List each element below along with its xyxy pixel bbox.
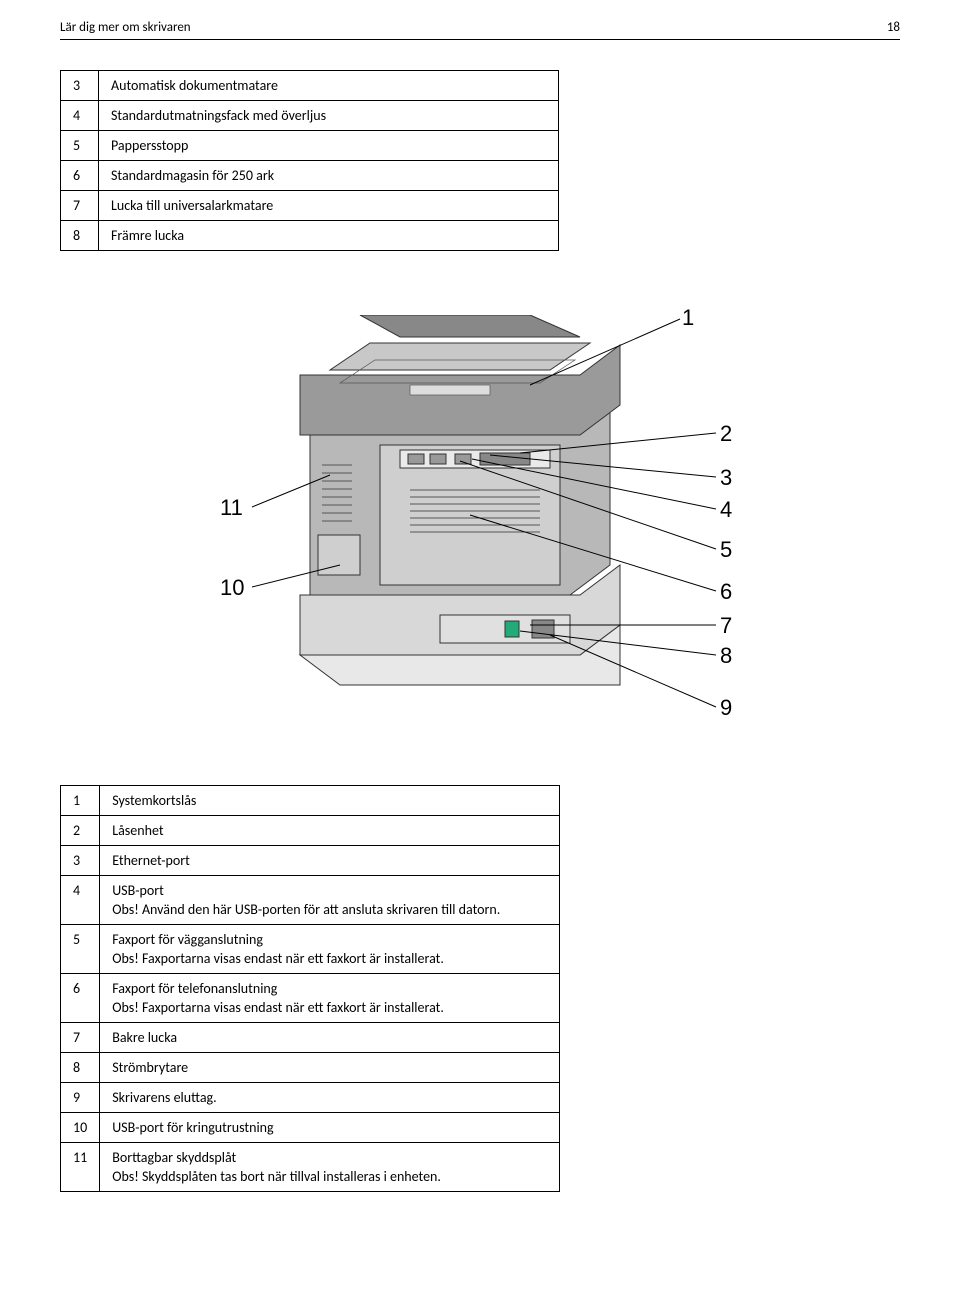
row-desc: Främre lucka xyxy=(99,221,559,251)
table-row: 7 Bakre lucka xyxy=(61,1023,560,1053)
row-desc: Faxport för telefonanslutning Obs! Faxpo… xyxy=(100,974,560,1023)
table-row: 11 Borttagbar skyddsplåt Obs! Skyddsplåt… xyxy=(61,1143,560,1192)
printer-diagram: 1 2 3 4 5 6 7 8 9 10 11 xyxy=(160,275,800,755)
row-desc: Standardmagasin för 250 ark xyxy=(99,161,559,191)
row-desc-main: Borttagbar skyddsplåt xyxy=(112,1149,547,1166)
table-row: 4 USB-port Obs! Använd den här USB-porte… xyxy=(61,876,560,925)
callout-1: 1 xyxy=(682,305,694,331)
table-row: 6 Standardmagasin för 250 ark xyxy=(61,161,559,191)
row-num: 3 xyxy=(61,71,99,101)
row-desc: Pappersstopp xyxy=(99,131,559,161)
row-num: 5 xyxy=(61,925,100,974)
callout-11: 11 xyxy=(220,495,243,521)
header-page: 18 xyxy=(887,20,900,35)
row-num: 7 xyxy=(61,191,99,221)
callout-6: 6 xyxy=(720,579,732,605)
row-num: 5 xyxy=(61,131,99,161)
row-num: 6 xyxy=(61,974,100,1023)
row-desc-note: Obs! Faxportarna visas endast när ett fa… xyxy=(112,950,547,967)
callout-2: 2 xyxy=(720,421,732,447)
row-num: 2 xyxy=(61,816,100,846)
callout-3: 3 xyxy=(720,465,732,491)
row-num: 6 xyxy=(61,161,99,191)
header-title: Lär dig mer om skrivaren xyxy=(60,20,191,35)
table-row: 8 Strömbrytare xyxy=(61,1053,560,1083)
row-num: 8 xyxy=(61,1053,100,1083)
row-desc: Ethernet-port xyxy=(100,846,560,876)
parts-table-2: 1 Systemkortslås 2 Låsenhet 3 Ethernet-p… xyxy=(60,785,560,1192)
row-desc-note: Obs! Skyddsplåten tas bort när tillval i… xyxy=(112,1168,547,1185)
row-desc: Systemkortslås xyxy=(100,786,560,816)
callout-4: 4 xyxy=(720,497,732,523)
printer-svg xyxy=(280,315,640,715)
row-desc: Faxport för vägganslutning Obs! Faxporta… xyxy=(100,925,560,974)
table-row: 10 USB-port för kringutrustning xyxy=(61,1113,560,1143)
row-desc-note: Obs! Faxportarna visas endast när ett fa… xyxy=(112,999,547,1016)
row-desc: Standardutmatningsfack med överljus xyxy=(99,101,559,131)
printer-diagram-container: 1 2 3 4 5 6 7 8 9 10 11 xyxy=(60,275,900,755)
callout-8: 8 xyxy=(720,643,732,669)
row-num: 8 xyxy=(61,221,99,251)
row-num: 7 xyxy=(61,1023,100,1053)
table-row: 9 Skrivarens eluttag. xyxy=(61,1083,560,1113)
row-desc: USB-port Obs! Använd den här USB-porten … xyxy=(100,876,560,925)
row-desc: Lucka till universalarkmatare xyxy=(99,191,559,221)
table-row: 7 Lucka till universalarkmatare xyxy=(61,191,559,221)
callout-9: 9 xyxy=(720,695,732,721)
callout-5: 5 xyxy=(720,537,732,563)
row-desc: Skrivarens eluttag. xyxy=(100,1083,560,1113)
row-num: 1 xyxy=(61,786,100,816)
page-header: Lär dig mer om skrivaren 18 xyxy=(60,20,900,35)
row-num: 9 xyxy=(61,1083,100,1113)
table-row: 3 Ethernet-port xyxy=(61,846,560,876)
row-desc: Strömbrytare xyxy=(100,1053,560,1083)
table-row: 4 Standardutmatningsfack med överljus xyxy=(61,101,559,131)
table-row: 6 Faxport för telefonanslutning Obs! Fax… xyxy=(61,974,560,1023)
row-desc-note: Obs! Använd den här USB-porten för att a… xyxy=(112,901,547,918)
row-num: 4 xyxy=(61,876,100,925)
row-desc-main: USB-port xyxy=(112,882,547,899)
parts-table-1: 3 Automatisk dokumentmatare 4 Standardut… xyxy=(60,70,559,251)
callout-7: 7 xyxy=(720,613,732,639)
row-num: 3 xyxy=(61,846,100,876)
row-num: 4 xyxy=(61,101,99,131)
row-num: 11 xyxy=(61,1143,100,1192)
callout-10: 10 xyxy=(220,575,244,601)
table-row: 8 Främre lucka xyxy=(61,221,559,251)
row-desc-main: Faxport för telefonanslutning xyxy=(112,980,547,997)
table-row: 2 Låsenhet xyxy=(61,816,560,846)
table-row: 3 Automatisk dokumentmatare xyxy=(61,71,559,101)
row-desc-main: Faxport för vägganslutning xyxy=(112,931,547,948)
row-desc: Borttagbar skyddsplåt Obs! Skyddsplåten … xyxy=(100,1143,560,1192)
row-num: 10 xyxy=(61,1113,100,1143)
header-rule xyxy=(60,39,900,40)
row-desc: Låsenhet xyxy=(100,816,560,846)
row-desc: USB-port för kringutrustning xyxy=(100,1113,560,1143)
table-row: 5 Faxport för vägganslutning Obs! Faxpor… xyxy=(61,925,560,974)
row-desc: Automatisk dokumentmatare xyxy=(99,71,559,101)
table-row: 5 Pappersstopp xyxy=(61,131,559,161)
table-row: 1 Systemkortslås xyxy=(61,786,560,816)
row-desc: Bakre lucka xyxy=(100,1023,560,1053)
